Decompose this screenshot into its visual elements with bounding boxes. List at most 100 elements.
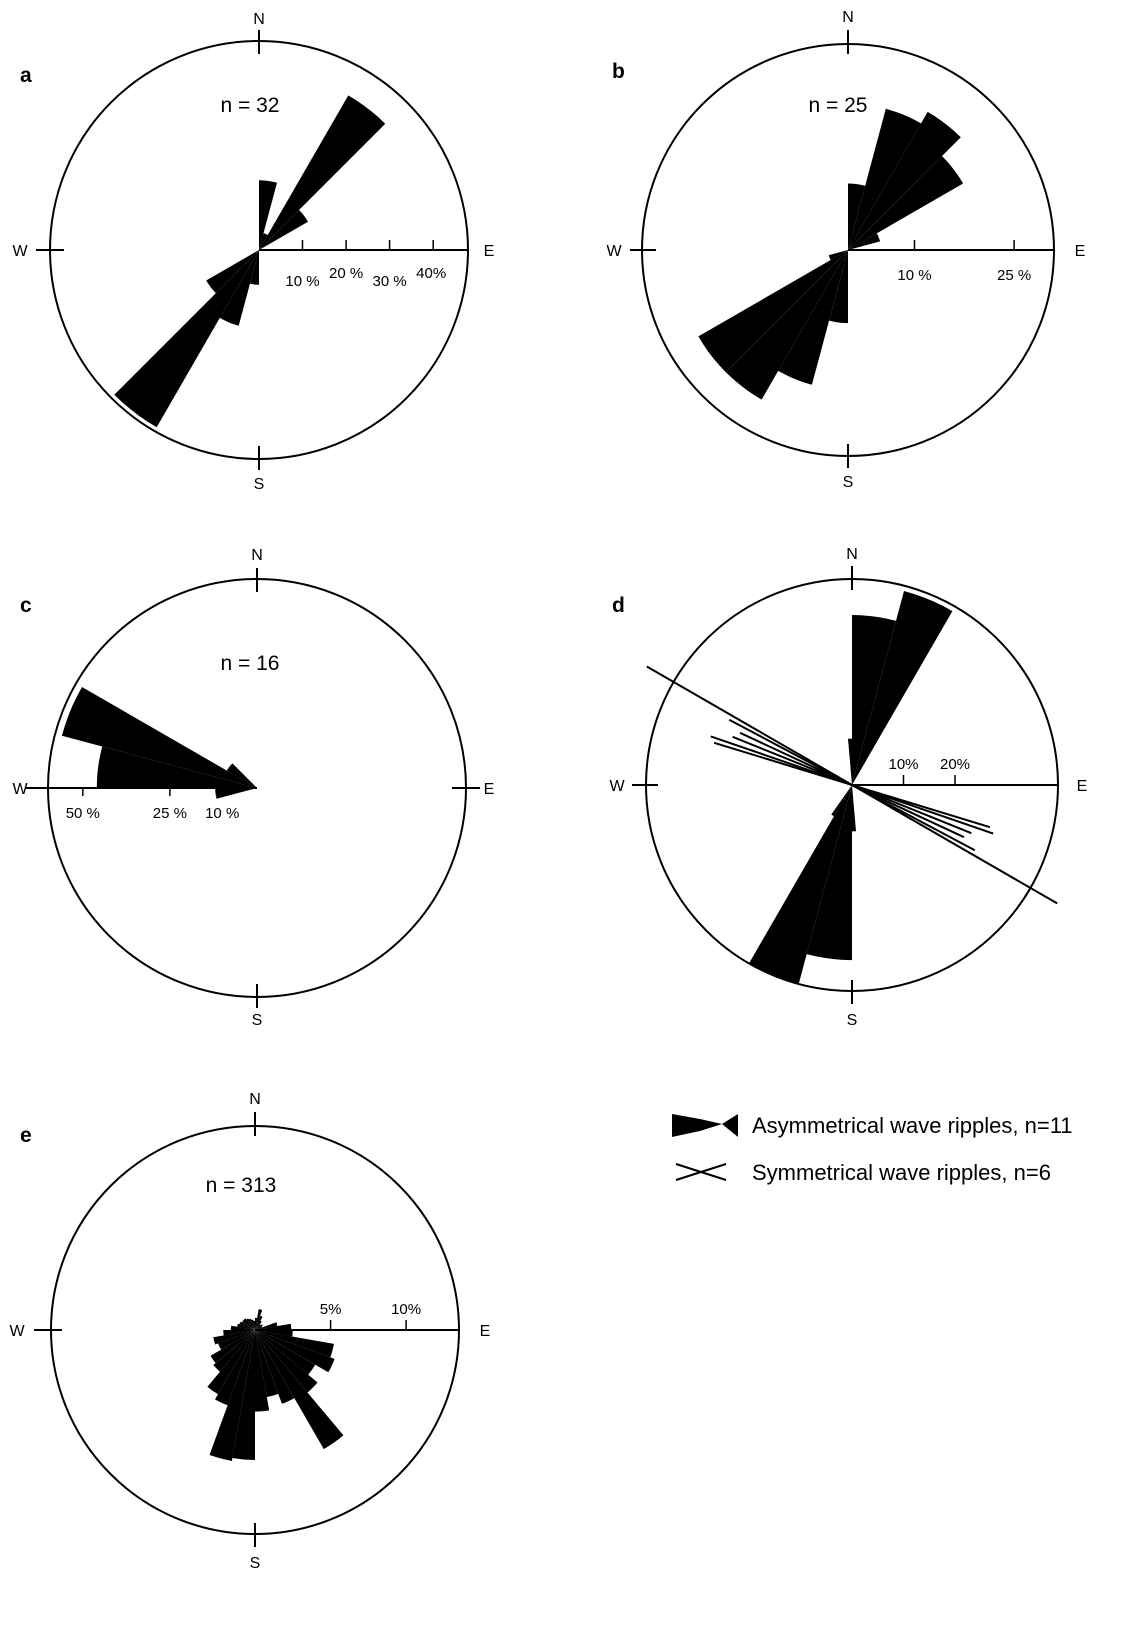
south-label: S [843, 474, 854, 491]
scale-label-3: 40% [416, 265, 446, 282]
sample-count: n = 16 [221, 652, 280, 675]
north-label: N [253, 11, 265, 28]
rose-petal-15 [255, 1330, 295, 1404]
rose-petal-19 [209, 1330, 255, 1461]
scale-label-0: 10% [888, 756, 918, 773]
west-label: W [9, 1323, 25, 1340]
rose-petal-1 [259, 210, 308, 250]
rose-petal-6 [206, 250, 259, 294]
rose-petal-8 [828, 250, 848, 260]
panel-letter-b: b [612, 60, 625, 83]
rose-petal-16 [255, 1330, 279, 1397]
rose-petal-5 [806, 785, 852, 961]
scale-axis: 10 % 25 % [848, 240, 1054, 284]
scale-label-2: 30 % [372, 273, 406, 290]
rose-petal-11 [255, 1330, 335, 1373]
rose-petal-2 [259, 180, 277, 250]
rose-petal-3 [852, 736, 874, 785]
rose-petal-18 [232, 1330, 255, 1460]
north-label: N [842, 9, 854, 26]
rose-petal-5 [255, 1324, 263, 1330]
petals [698, 108, 964, 400]
west-label: W [12, 781, 28, 798]
symmetric-line-swatch [675, 1163, 727, 1181]
north-label: N [249, 1091, 261, 1108]
rose-panel-b: b N S W E n = 25 10 % 25 % [606, 9, 1085, 491]
rose-petal-13 [255, 1330, 318, 1393]
rose-petal-9 [255, 1330, 293, 1337]
rose-petal-23 [210, 1330, 255, 1363]
legend-item-asymmetrical: Asymmetrical wave ripples, n=11 [672, 1113, 1073, 1138]
rose-petal-34 [251, 1319, 255, 1330]
rose-petal-3 [226, 763, 257, 788]
rose-petal-33 [249, 1318, 255, 1330]
rose-petal-5 [114, 250, 259, 428]
scale-label-1: 25 % [997, 267, 1031, 284]
east-label: E [480, 1323, 491, 1340]
rose-panel-a: a N S W E n = 32 10 % 20 % 30 % 40% [12, 11, 494, 493]
rose-petal-0 [848, 108, 922, 250]
sample-count: n = 25 [809, 94, 868, 117]
rose-petal-28 [237, 1323, 255, 1330]
legend: Asymmetrical wave ripples, n=11 Symmetri… [672, 1113, 1073, 1185]
east-label: E [484, 781, 495, 798]
rose-petal-9 [829, 250, 848, 324]
rose-petal-6 [725, 250, 848, 400]
rose-petal-4 [848, 183, 866, 250]
west-label: W [606, 243, 622, 260]
panel-letter-a: a [20, 64, 32, 87]
north-label: N [846, 546, 858, 563]
south-label: S [252, 1012, 263, 1029]
scale-label-0: 5% [320, 1301, 342, 1318]
sample-count: n = 32 [221, 94, 280, 117]
east-label: E [1075, 243, 1086, 260]
rose-petal-0 [259, 95, 386, 251]
rose-petal-7 [255, 1322, 278, 1330]
rose-petal-20 [215, 1330, 255, 1406]
asymmetric-rose-swatch-right [722, 1114, 738, 1137]
scale-axis: 5% 10% [255, 1301, 459, 1331]
rose-petal-21 [207, 1330, 255, 1395]
rose-petal-10 [255, 1330, 334, 1358]
rose-petal-30 [241, 1320, 255, 1330]
rose-petal-1 [255, 1309, 263, 1330]
south-label: S [254, 476, 265, 493]
rose-petal-4 [749, 785, 852, 984]
legend-label-asymmetrical: Asymmetrical wave ripples, n=11 [752, 1113, 1073, 1138]
rose-petal-7 [852, 785, 856, 832]
rose-petal-4 [219, 250, 259, 326]
rose-petal-24 [218, 1330, 255, 1350]
east-label: E [1077, 778, 1088, 795]
south-label: S [847, 1012, 858, 1029]
scale-axis: 10 % 20 % 30 % 40% [259, 240, 468, 290]
scale-label-1: 10% [391, 1301, 421, 1318]
rose-petal-32 [246, 1318, 255, 1330]
rose-petal-35 [253, 1320, 255, 1330]
panel-letter-d: d [612, 594, 625, 617]
rose-petal-29 [239, 1321, 255, 1330]
rose-petal-7 [698, 250, 848, 373]
scale-label-0: 10 % [897, 267, 931, 284]
scale-axis: 10% 20% [852, 756, 1058, 786]
rose-petal-7 [250, 250, 259, 285]
petals [114, 95, 386, 428]
scale-label-0: 50 % [66, 805, 100, 822]
rose-petal-0 [852, 591, 953, 785]
panel-letter-c: c [20, 594, 32, 617]
rose-petal-0 [255, 1317, 258, 1330]
south-label: S [250, 1555, 261, 1572]
scale-label-2: 10 % [205, 805, 239, 822]
rose-petal-3 [848, 233, 881, 250]
rose-petal-26 [223, 1330, 255, 1336]
rose-petal-8 [255, 1323, 292, 1330]
north-label: N [251, 547, 263, 564]
west-label: W [12, 243, 28, 260]
west-label: W [609, 778, 625, 795]
rose-petal-2 [848, 156, 964, 250]
rose-petal-25 [213, 1330, 255, 1345]
rose-petal-1 [852, 615, 896, 785]
sample-count: n = 313 [206, 1174, 277, 1197]
panel-letter-e: e [20, 1124, 32, 1147]
scale-label-1: 25 % [153, 805, 187, 822]
scale-label-1: 20% [940, 756, 970, 773]
